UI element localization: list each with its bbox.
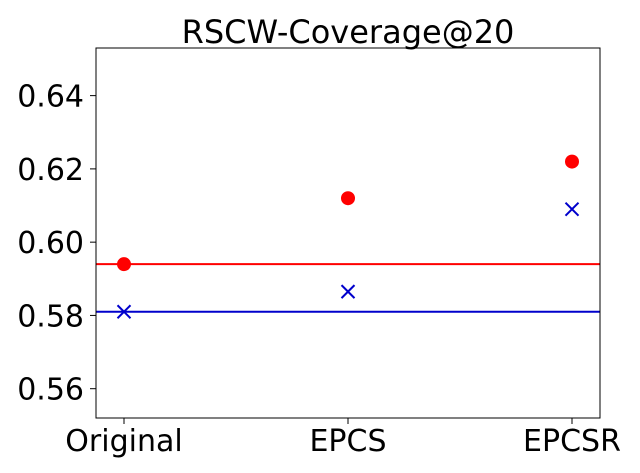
y-axis: 0.56 0.58 0.60 0.62 0.64	[17, 80, 96, 408]
y-tick-label: 0.56	[17, 373, 84, 408]
y-tick-label: 0.62	[17, 153, 84, 188]
data-point-circle	[565, 154, 579, 169]
x-tick-label: EPCSR	[523, 424, 621, 459]
y-tick-label: 0.64	[17, 80, 84, 115]
x-tick-label: EPCS	[309, 424, 386, 459]
data-point-circle	[341, 191, 355, 206]
data-point-x	[564, 201, 580, 217]
x-tick-label: Original	[65, 424, 182, 459]
data-point-x	[116, 304, 132, 319]
x-axis: Original EPCS EPCSR	[65, 418, 621, 459]
data-points	[116, 154, 580, 319]
data-point-x	[340, 284, 356, 299]
reference-lines	[96, 263, 600, 313]
chart-title: RSCW-Coverage@20	[182, 13, 515, 51]
y-tick-label: 0.58	[17, 299, 84, 334]
data-point-circle	[117, 257, 131, 272]
y-tick-label: 0.60	[17, 226, 84, 261]
plot-frame	[95, 47, 601, 419]
